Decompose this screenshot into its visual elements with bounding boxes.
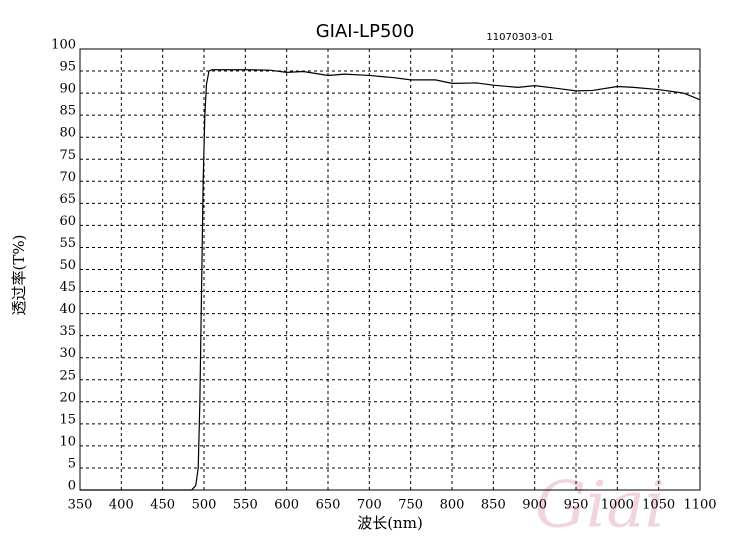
y-tick-label: 40 [59, 302, 76, 317]
x-tick-label: 500 [192, 498, 217, 513]
watermark: Giai [535, 469, 665, 543]
series-line [80, 69, 701, 491]
x-tick-label: 850 [481, 498, 506, 513]
x-tick-label: 1000 [601, 498, 634, 513]
y-tick-label: 10 [59, 434, 76, 449]
y-tick-label: 100 [51, 38, 76, 53]
x-tick-label: 600 [274, 498, 299, 513]
y-tick-label: 70 [59, 170, 76, 185]
x-tick-label: 950 [564, 498, 589, 513]
y-tick-label: 0 [68, 479, 76, 494]
y-tick-label: 5 [68, 456, 76, 471]
chart-subtitle: 11070303-01 [486, 32, 553, 43]
y-tick-label: 25 [59, 368, 76, 383]
x-tick-label: 550 [233, 498, 258, 513]
y-tick-label: 90 [59, 82, 76, 97]
chart-title: GIAI-LP500 [316, 21, 415, 42]
y-tick-label: 55 [59, 236, 76, 251]
x-axis-label: 波长(nm) [357, 514, 423, 532]
x-tick-label: 900 [522, 498, 547, 513]
y-tick-label: 65 [59, 192, 76, 207]
y-tick-label: 50 [59, 258, 76, 273]
y-tick-label: 85 [59, 104, 76, 119]
plot-frame [79, 48, 701, 491]
x-tick-label: 350 [68, 498, 93, 513]
y-tick-label: 95 [59, 60, 76, 75]
x-tick-label: 400 [109, 498, 134, 513]
x-tick-label: 450 [150, 498, 175, 513]
y-tick-label: 80 [59, 126, 76, 141]
y-axis-label: 透过率(T%) [10, 235, 28, 316]
x-tick-label: 700 [357, 498, 382, 513]
y-tick-label: 15 [59, 412, 76, 427]
x-tick-label: 650 [316, 498, 341, 513]
y-tick-label: 60 [59, 214, 76, 229]
y-tick-label: 30 [59, 346, 76, 361]
x-tick-label: 1050 [642, 498, 675, 513]
x-tick-label: 800 [440, 498, 465, 513]
y-tick-label: 20 [59, 390, 76, 405]
y-tick-label: 35 [59, 324, 76, 339]
y-tick-label: 75 [59, 148, 76, 163]
x-tick-label: 750 [398, 498, 423, 513]
x-tick-label: 1100 [683, 498, 716, 513]
y-tick-label: 45 [59, 280, 76, 295]
